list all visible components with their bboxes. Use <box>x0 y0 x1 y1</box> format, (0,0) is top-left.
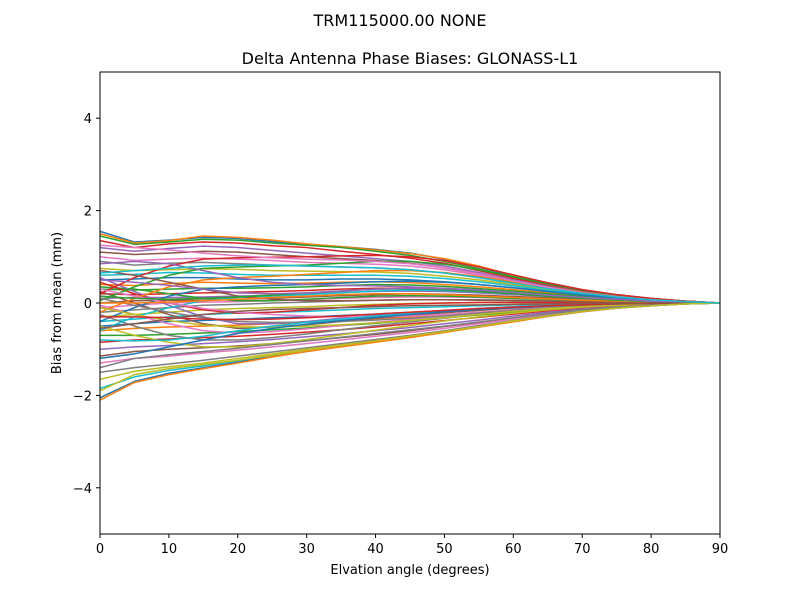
x-tick-label: 90 <box>712 542 729 557</box>
series-line <box>100 254 720 304</box>
series-layer <box>100 230 720 401</box>
x-axis-label: Elvation angle (degrees) <box>330 563 489 578</box>
x-tick-label: 50 <box>436 542 453 557</box>
series-line <box>100 279 720 304</box>
x-tick-label: 10 <box>161 542 178 557</box>
x-tick-label: 30 <box>298 542 315 557</box>
chart-title: Delta Antenna Phase Biases: GLONASS-L1 <box>242 49 579 68</box>
series-line <box>100 264 720 304</box>
y-tick-label: 0 <box>84 297 92 312</box>
x-tick-label: 20 <box>230 542 247 557</box>
x-tick-label: 0 <box>96 542 104 557</box>
series-line <box>100 302 720 392</box>
figure-suptitle: TRM115000.00 NONE <box>313 11 487 30</box>
series-line <box>100 302 720 328</box>
y-axis: −4 −2 0 2 4 <box>73 112 100 497</box>
x-tick-label: 70 <box>574 542 591 557</box>
series-line <box>100 302 720 330</box>
x-tick-label: 60 <box>505 542 522 557</box>
y-tick-label: −4 <box>73 482 92 497</box>
x-tick-label: 80 <box>643 542 660 557</box>
y-tick-label: 2 <box>84 205 92 220</box>
x-tick-label: 40 <box>367 542 384 557</box>
plot-area <box>99 71 721 535</box>
x-axis: 0 10 20 30 40 50 60 70 80 90 <box>96 534 728 557</box>
y-tick-label: −2 <box>73 389 92 404</box>
y-axis-label: Bias from mean (mm) <box>50 232 65 374</box>
y-tick-label: 4 <box>84 112 92 127</box>
series-line <box>100 302 720 369</box>
series-line <box>100 293 720 304</box>
